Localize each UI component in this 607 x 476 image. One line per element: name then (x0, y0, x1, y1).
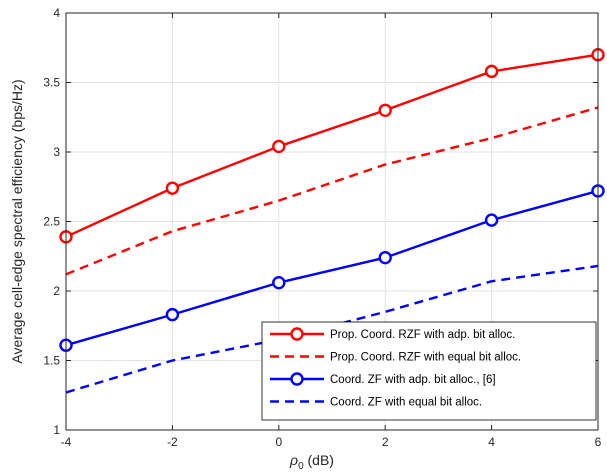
series-line-1 (65, 53, 599, 238)
x-tick-label: -4 (61, 435, 72, 449)
x-tick-label: 4 (488, 435, 495, 449)
legend-box (261, 321, 597, 421)
series-1-point (484, 64, 499, 79)
series-3-point (272, 275, 286, 290)
legend-label-3: Coord. ZF with adp. bit alloc., [6] (330, 374, 496, 386)
series-3-point (165, 307, 180, 322)
series-line-2 (65, 106, 599, 276)
series-line-3 (65, 189, 599, 347)
x-tick-label: -2 (167, 435, 178, 449)
x-axis-label-unit: (dB) (304, 452, 334, 468)
y-tick-label: 3 (53, 145, 60, 159)
legend-marker-1 (290, 327, 304, 341)
x-axis-label: ρ0 (dB) (289, 452, 334, 472)
y-tick-label: 4 (53, 6, 60, 20)
legend-marker-3 (290, 372, 304, 386)
series-1-point (165, 181, 180, 195)
y-tick-label: 2.5 (43, 215, 60, 229)
x-tick-label: 6 (595, 435, 602, 449)
legend-label-4: Coord. ZF with equal bit alloc. (330, 397, 482, 409)
legend: Prop. Coord. RZF with adp. bit alloc. Pro… (261, 321, 597, 421)
series-1-point (378, 103, 392, 118)
y-tick-label: 1.5 (43, 354, 60, 368)
x-axis-label-subscript: 0 (298, 461, 304, 472)
y-tick-label: 3.5 (43, 76, 60, 90)
tick-layer: -4 -2 0 2 4 6 1 1.5 2 2.5 3 3.5 4 (43, 6, 601, 449)
series-1-point (272, 139, 286, 154)
series-3-point (378, 250, 392, 265)
legend-label-2: Prop. Coord. RZF with equal bit alloc. (330, 352, 521, 364)
x-axis-label-symbol: ρ (289, 452, 298, 468)
x-tick-label: 0 (275, 435, 282, 449)
series-3-point (484, 213, 499, 227)
y-axis-label: Average cell-edge spectral efficiency (b… (9, 79, 25, 363)
x-tick-label: 2 (382, 435, 389, 449)
legend-entries: Prop. Coord. RZF with adp. bit alloc. Pro… (270, 327, 521, 409)
legend-label-1: Prop. Coord. RZF with adp. bit alloc. (330, 329, 515, 341)
y-tick-label: 1 (53, 423, 60, 437)
y-tick-label: 2 (53, 284, 60, 298)
